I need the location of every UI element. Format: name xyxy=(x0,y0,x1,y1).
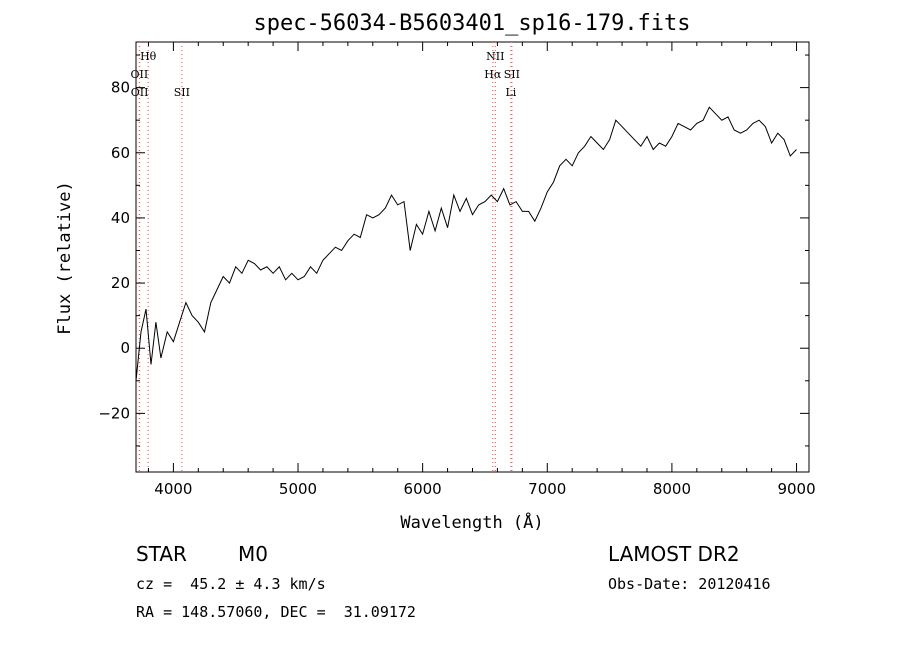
chart-title: spec-56034-B5603401_sp16-179.fits xyxy=(253,11,690,36)
object-class: STAR xyxy=(136,542,187,566)
redshift-text: cz = 45.2 ± 4.3 km/s xyxy=(136,575,326,593)
coordinates-text: RA = 148.57060, DEC = 31.09172 xyxy=(136,603,416,621)
spectrum-line xyxy=(135,106,797,381)
x-tick-label: 8000 xyxy=(653,480,691,498)
marker-label: Hθ xyxy=(140,50,157,63)
object-subclass: M0 xyxy=(238,542,268,566)
x-tick-label: 6000 xyxy=(404,480,442,498)
marker-label: SII xyxy=(504,68,520,81)
y-tick-label: 20 xyxy=(111,274,130,292)
y-tick-label: −20 xyxy=(98,404,130,422)
y-axis: −20 0 20 40 60 80 xyxy=(98,54,809,447)
emission-line-markers: HθOIIOIISIINIIHαSIILi xyxy=(131,42,520,472)
y-tick-label: 40 xyxy=(111,209,130,227)
survey-name: LAMOST DR2 xyxy=(608,542,740,566)
y-tick-label: 60 xyxy=(111,144,130,162)
marker-label: Hα xyxy=(484,68,502,81)
marker-label: SII xyxy=(174,86,190,99)
x-axis-label: Wavelength (Å) xyxy=(400,511,543,533)
marker-label: Li xyxy=(505,86,516,99)
x-tick-label: 9000 xyxy=(777,480,815,498)
x-tick-label: 4000 xyxy=(154,480,192,498)
x-axis: 4000 5000 6000 7000 8000 9000 xyxy=(147,42,816,498)
y-tick-label: 0 xyxy=(120,339,130,357)
marker-label: OII xyxy=(131,86,149,99)
obs-date-text: Obs-Date: 20120416 xyxy=(608,575,771,593)
x-tick-label: 5000 xyxy=(279,480,317,498)
x-tick-label: 7000 xyxy=(528,480,566,498)
y-tick-label: 80 xyxy=(111,79,130,97)
y-axis-label: Flux (relative) xyxy=(55,181,75,335)
marker-label: NII xyxy=(486,50,504,63)
plot-frame xyxy=(135,41,810,473)
